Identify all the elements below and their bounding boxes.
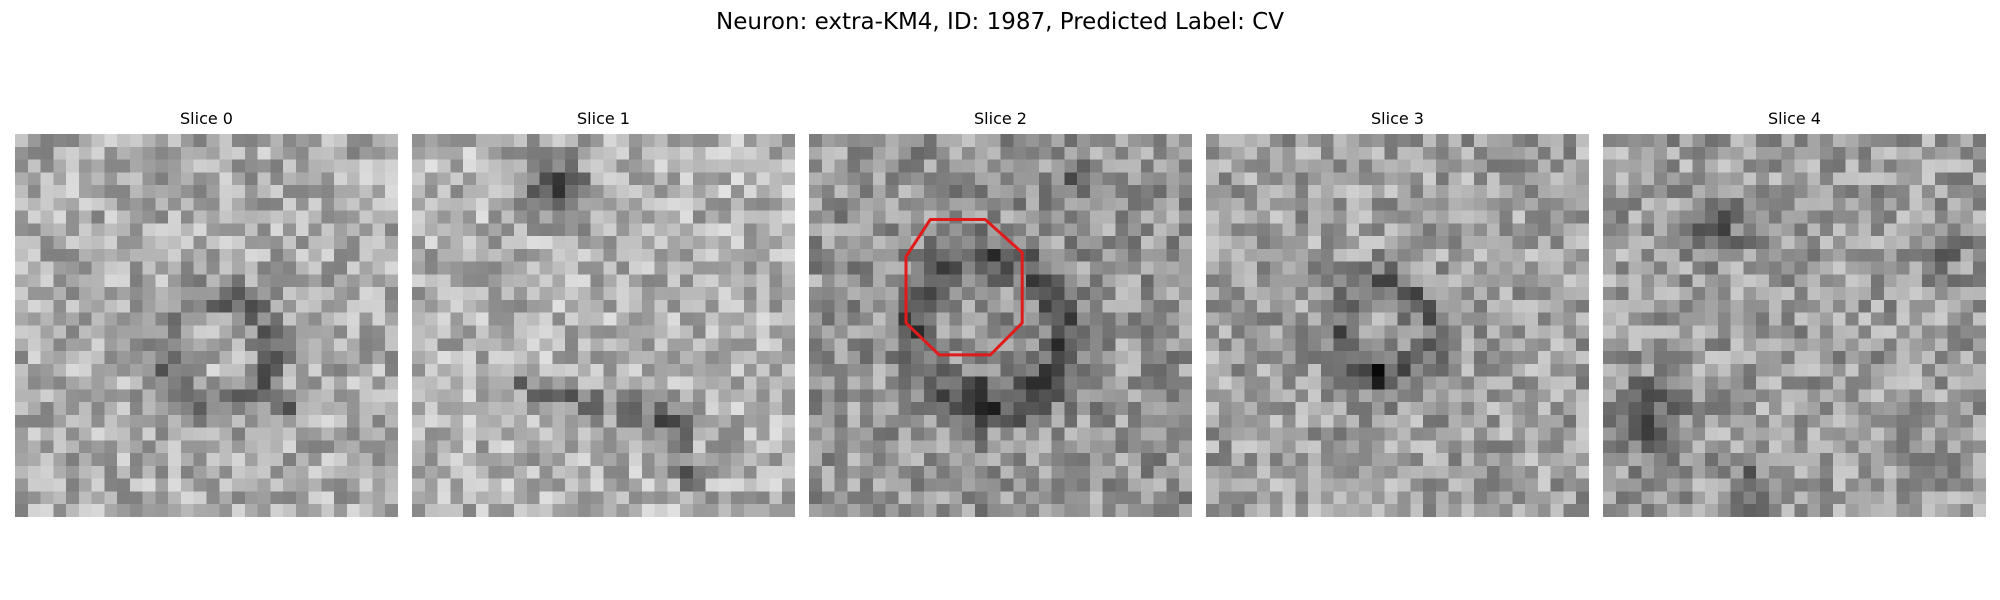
- slice-image: [1603, 134, 1986, 517]
- slice-image: [15, 134, 398, 517]
- slice-image: [809, 134, 1192, 517]
- slice-title: Slice 0: [180, 109, 233, 128]
- figure-title: Neuron: extra-KM4, ID: 1987, Predicted L…: [716, 9, 1284, 35]
- slice-title: Slice 3: [1371, 109, 1424, 128]
- slice-image: [1206, 134, 1589, 517]
- slice-panel-3: Slice 3: [1206, 107, 1589, 519]
- slice-panel-2: Slice 2: [809, 107, 1192, 519]
- slice-title: Slice 2: [974, 109, 1027, 128]
- slice-panel-1: Slice 1: [412, 107, 795, 519]
- slice-panel-0: Slice 0: [15, 107, 398, 519]
- slice-image: [412, 134, 795, 517]
- slice-title: Slice 1: [577, 109, 630, 128]
- slice-title: Slice 4: [1768, 109, 1821, 128]
- roi-outline: [904, 218, 1024, 357]
- slice-panel-4: Slice 4: [1603, 107, 1986, 519]
